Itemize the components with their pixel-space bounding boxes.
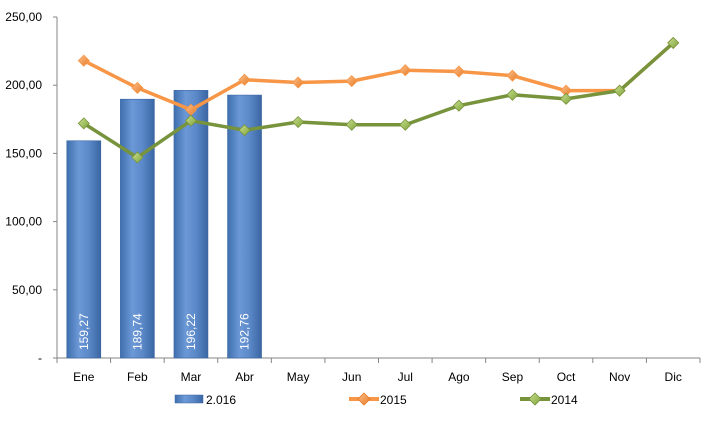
legend-item-2016: 2.016 — [174, 393, 236, 407]
point-2014 — [131, 151, 144, 164]
line-series-group — [77, 36, 680, 164]
point-2014 — [452, 99, 465, 112]
y-tick-label: 200,00 — [5, 78, 42, 92]
x-tick-label: Jul — [398, 370, 413, 384]
legend-marker-2014 — [528, 392, 542, 406]
point-2015 — [292, 76, 305, 89]
point-2014 — [613, 84, 626, 97]
legend-marker-2015 — [357, 392, 371, 406]
bar-data-label: 192,76 — [238, 313, 252, 350]
point-2014 — [184, 114, 198, 127]
y-tick-label: 50,00 — [12, 283, 42, 297]
line-2015 — [82, 41, 675, 112]
point-2015 — [345, 75, 358, 88]
y-tick-label: 250,00 — [5, 10, 42, 24]
x-tick-label: Jun — [342, 370, 361, 384]
legend-label-2015: 2015 — [380, 393, 407, 407]
bar-data-label: 189,74 — [130, 313, 144, 350]
x-tick-label: Dic — [665, 370, 682, 384]
point-2015 — [399, 64, 412, 77]
bar-2016 — [173, 90, 209, 359]
bar-data-label: 159,27 — [77, 313, 91, 350]
bar-2016 — [120, 98, 155, 359]
bar-data-label: 196,22 — [184, 313, 198, 350]
legend: 2.016 2015 2014 — [174, 392, 578, 407]
x-axis-ticks: Ene Feb Mar Abr May Jun Jul Ago Sep Oct Nov Dic — [56, 358, 701, 384]
y-tick-label: 150,00 — [5, 146, 42, 160]
legend-item-2015: 2015 — [349, 392, 407, 407]
point-2014 — [399, 118, 412, 131]
bar-series-2016: 159,27 189,74 196,22 192,76 — [66, 90, 262, 359]
x-tick-label: Oct — [557, 370, 576, 384]
y-tick-label: - — [38, 351, 42, 365]
x-tick-label: Abr — [235, 370, 254, 384]
point-2014 — [667, 36, 680, 49]
point-2015 — [506, 69, 519, 82]
point-2015 — [452, 65, 465, 78]
y-axis-ticks: - 50,00 100,00 150,00 200,00 250,00 — [5, 10, 57, 365]
point-2014 — [345, 118, 358, 131]
point-2014 — [506, 88, 519, 101]
x-tick-label: Sep — [502, 370, 524, 384]
x-tick-label: Nov — [609, 370, 630, 384]
point-2014 — [238, 124, 251, 137]
x-tick-label: May — [287, 370, 310, 384]
point-2014 — [77, 117, 90, 130]
y-tick-label: 100,00 — [5, 215, 42, 229]
x-tick-label: Ene — [73, 370, 95, 384]
x-tick-label: Feb — [127, 370, 148, 384]
legend-label-2016: 2.016 — [206, 393, 236, 407]
bar-2016 — [66, 140, 102, 359]
bar-2016 — [227, 94, 262, 359]
point-2015 — [131, 81, 144, 94]
point-2015 — [238, 73, 251, 86]
point-2014 — [559, 92, 573, 105]
point-2015 — [77, 54, 90, 67]
line-2014 — [82, 41, 675, 160]
legend-swatch-2016 — [174, 394, 204, 404]
x-tick-label: Mar — [181, 370, 202, 384]
legend-item-2014: 2014 — [520, 392, 578, 407]
x-tick-label: Ago — [448, 370, 470, 384]
legend-label-2014: 2014 — [551, 393, 578, 407]
point-2014 — [292, 115, 305, 129]
